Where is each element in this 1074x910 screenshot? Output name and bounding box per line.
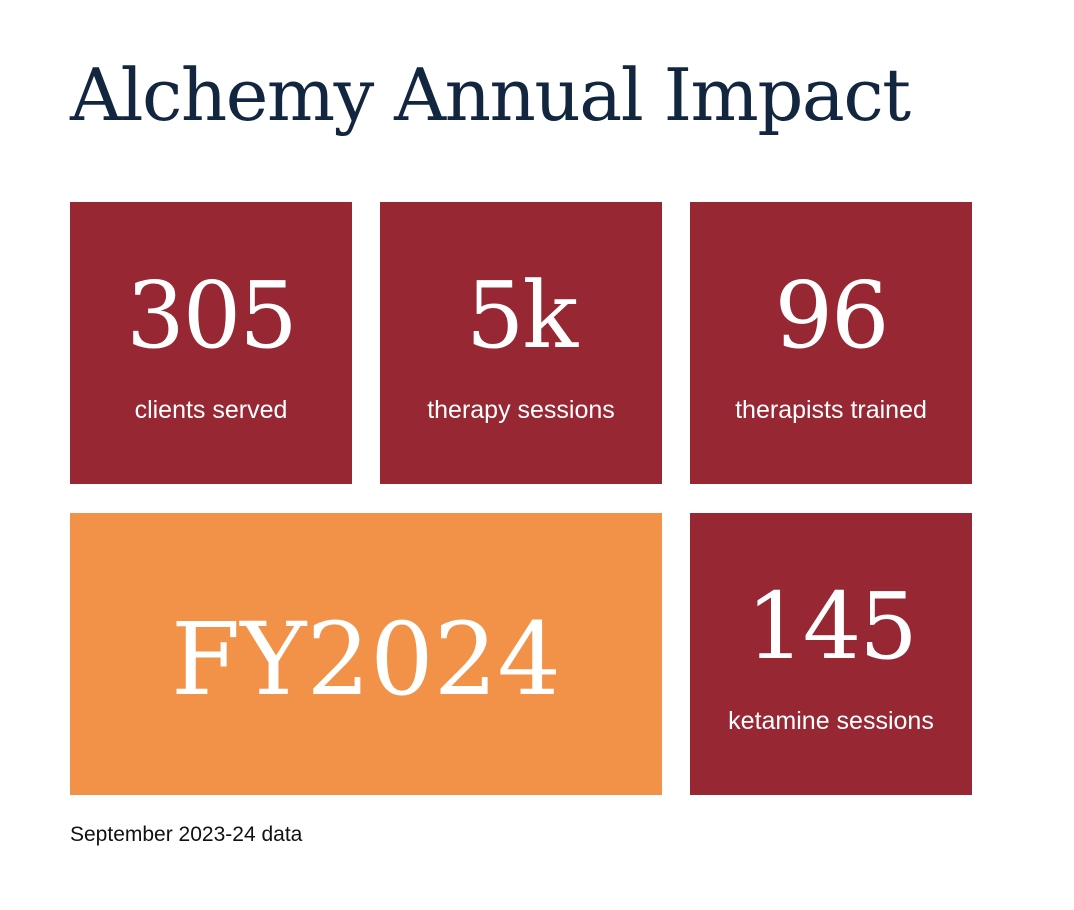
stat-tile-clients-served: 305 clients served (70, 202, 352, 484)
stat-value: 5k (465, 261, 578, 369)
footnote: September 2023-24 data (70, 823, 303, 846)
stat-label: therapists trained (735, 395, 927, 424)
stat-tile-therapy-sessions: 5k therapy sessions (380, 202, 662, 484)
stat-tile-ketamine-sessions: 145 ketamine sessions (690, 513, 972, 795)
fiscal-year-value: FY2024 (171, 601, 561, 718)
stat-value: 305 (126, 261, 298, 369)
stat-tile-therapists-trained: 96 therapists trained (690, 202, 972, 484)
stat-label: clients served (134, 395, 288, 424)
stat-label: therapy sessions (427, 395, 615, 424)
stat-label: ketamine sessions (728, 706, 934, 735)
stat-value: 96 (774, 261, 889, 369)
page-title: Alchemy Annual Impact (70, 53, 911, 137)
fiscal-year-tile: FY2024 (70, 513, 662, 795)
stat-value: 145 (746, 572, 918, 680)
